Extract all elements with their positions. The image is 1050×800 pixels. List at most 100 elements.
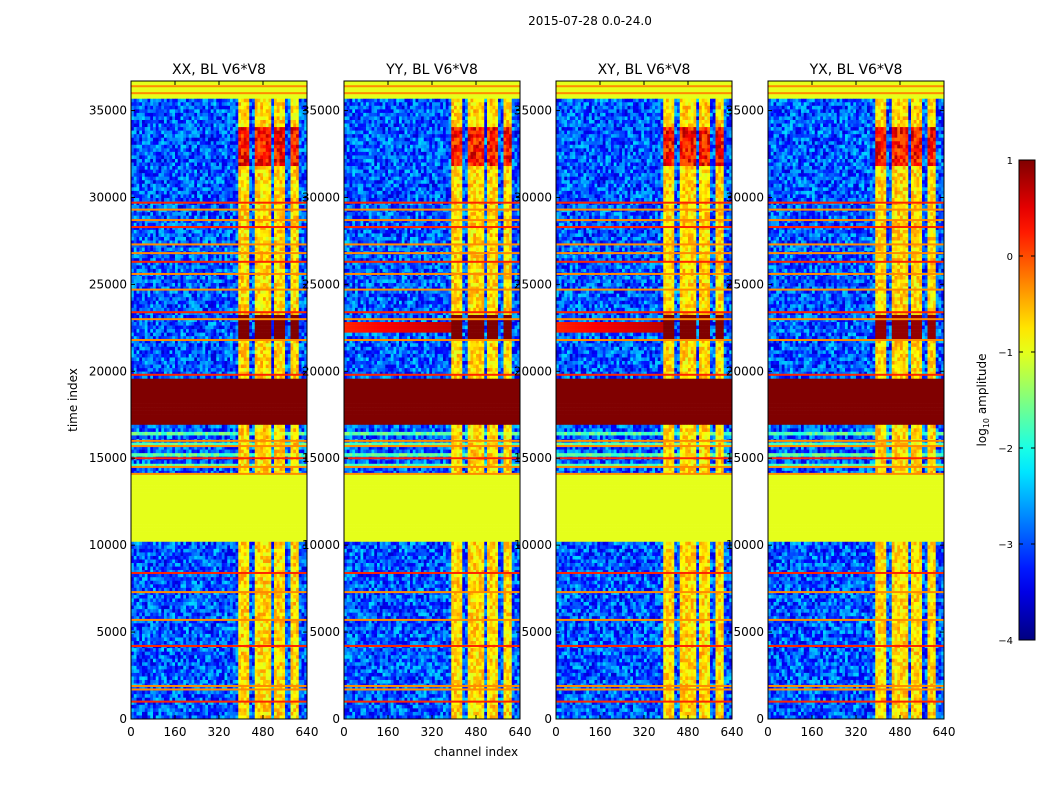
rfi-line (131, 684, 307, 687)
panel-title: XX, BL V6*V8 (172, 62, 266, 78)
rfi-line (131, 445, 307, 448)
rfi-line (344, 201, 520, 204)
rfi-line (556, 571, 732, 574)
colorbar-label: log10 amplitude (975, 354, 991, 447)
rfi-line (344, 373, 520, 376)
rfi-line (556, 618, 732, 621)
rfi-line (131, 591, 307, 594)
y-axis-label: time index (66, 368, 80, 432)
x-tick-label: 160 (164, 725, 187, 739)
rfi-line (768, 644, 944, 647)
x-tick-label: 320 (633, 725, 656, 739)
y-tick-label: 30000 (726, 190, 764, 204)
y-tick-label: 15000 (726, 451, 764, 465)
y-tick-label: 5000 (96, 625, 127, 639)
rfi-line (768, 465, 944, 468)
y-tick-label: 20000 (726, 364, 764, 378)
rfi-line (556, 208, 732, 211)
colorbar-gradient (1018, 159, 1036, 641)
y-tick-label: 25000 (514, 277, 552, 291)
y-tick-label: 35000 (89, 104, 127, 118)
panel-title: YY, BL V6*V8 (385, 62, 478, 78)
rfi-line (131, 201, 307, 204)
rfi-line (768, 688, 944, 691)
rfi-line (131, 219, 307, 222)
rfi-line (768, 252, 944, 255)
y-tick-label: 20000 (302, 364, 340, 378)
x-tick-label: 640 (933, 725, 956, 739)
rfi-line (344, 311, 520, 314)
rfi-line (344, 445, 520, 448)
rfi-line (556, 684, 732, 687)
rfi-line (768, 219, 944, 222)
rfi-line (556, 252, 732, 255)
y-tick-label: 10000 (89, 538, 127, 552)
rfi-line (768, 684, 944, 687)
rfi-line (131, 272, 307, 275)
rfi-line (344, 684, 520, 687)
rfi-line (768, 288, 944, 291)
rfi-line (344, 318, 520, 321)
y-tick-label: 30000 (89, 190, 127, 204)
rfi-line (556, 92, 732, 95)
y-tick-label: 0 (332, 712, 340, 726)
rfi-line (131, 92, 307, 95)
y-tick-label: 25000 (302, 277, 340, 291)
rfi-line (344, 688, 520, 691)
y-tick-label: 30000 (514, 190, 552, 204)
rfi-line (131, 311, 307, 314)
rfi-line (768, 445, 944, 448)
rfi-line (344, 92, 520, 95)
colorbar-tick-label: −2 (998, 444, 1013, 455)
figure-suptitle: 2015-07-28 0.0-24.0 (0, 14, 1050, 28)
rfi-line (768, 472, 944, 475)
x-tick-label: 160 (801, 725, 824, 739)
y-tick-label: 35000 (726, 104, 764, 118)
rfi-line (131, 465, 307, 468)
rfi-line (344, 571, 520, 574)
x-tick-label: 480 (465, 725, 488, 739)
rfi-line (768, 339, 944, 342)
rfi-line (556, 288, 732, 291)
y-tick-label: 25000 (726, 277, 764, 291)
rfi-line (344, 457, 520, 460)
y-tick-label: 35000 (302, 104, 340, 118)
heatmap-image (131, 81, 307, 719)
rfi-line (131, 339, 307, 342)
rfi-line (556, 260, 732, 263)
rfi-line (131, 252, 307, 255)
x-tick-label: 640 (509, 725, 532, 739)
y-tick-label: 35000 (514, 104, 552, 118)
rfi-line (556, 219, 732, 222)
y-tick-label: 5000 (733, 625, 764, 639)
rfi-line (768, 208, 944, 211)
y-tick-label: 10000 (514, 538, 552, 552)
rfi-line (768, 260, 944, 263)
rfi-line (344, 85, 520, 88)
rfi-line (768, 201, 944, 204)
rfi-line (556, 439, 732, 442)
y-tick-label: 20000 (514, 364, 552, 378)
rfi-line (556, 272, 732, 275)
rfi-line (556, 688, 732, 691)
rfi-line (131, 688, 307, 691)
rfi-line (768, 92, 944, 95)
rfi-line (344, 252, 520, 255)
rfi-line (131, 618, 307, 621)
rfi-line (768, 591, 944, 594)
x-tick-label: 480 (252, 725, 275, 739)
rfi-line (556, 311, 732, 314)
x-tick-label: 0 (340, 725, 348, 739)
y-tick-label: 0 (756, 712, 764, 726)
y-tick-label: 30000 (302, 190, 340, 204)
rfi-line (344, 618, 520, 621)
rfi-line (768, 618, 944, 621)
x-tick-label: 0 (764, 725, 772, 739)
x-tick-label: 640 (721, 725, 744, 739)
rfi-line (556, 373, 732, 376)
rfi-line (768, 318, 944, 321)
rfi-line (556, 243, 732, 246)
colorbar-tick-label: 1 (1007, 156, 1013, 167)
panel-title: XY, BL V6*V8 (598, 62, 691, 78)
